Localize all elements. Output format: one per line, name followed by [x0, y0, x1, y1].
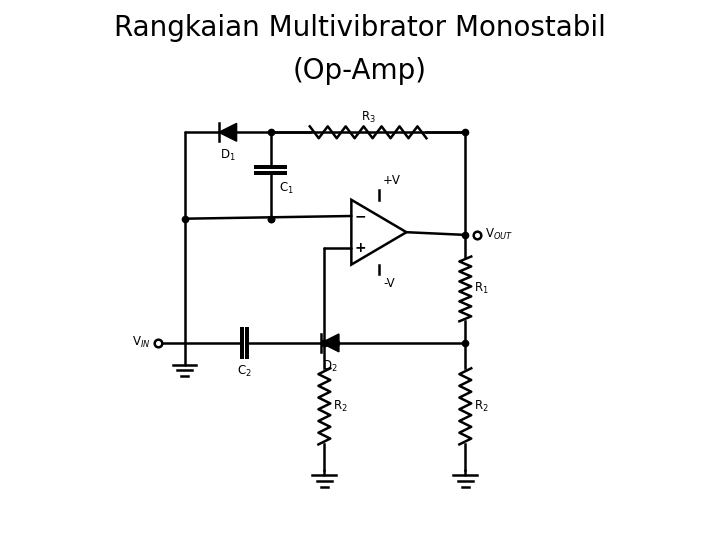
Text: R$_2$: R$_2$ [474, 399, 489, 414]
Text: (Op-Amp): (Op-Amp) [293, 57, 427, 85]
Text: -V: -V [383, 277, 395, 290]
Polygon shape [219, 124, 237, 141]
Text: +: + [354, 241, 366, 255]
Text: −: − [354, 209, 366, 223]
Text: +V: +V [383, 174, 401, 187]
Polygon shape [321, 334, 339, 352]
Text: V$_{OUT}$: V$_{OUT}$ [485, 227, 513, 242]
Text: Rangkaian Multivibrator Monostabil: Rangkaian Multivibrator Monostabil [114, 14, 606, 42]
Text: D$_1$: D$_1$ [220, 148, 235, 163]
Text: D$_2$: D$_2$ [323, 359, 338, 374]
Text: R$_2$: R$_2$ [333, 399, 348, 414]
Text: R$_3$: R$_3$ [361, 110, 376, 125]
Text: V$_{IN}$: V$_{IN}$ [132, 335, 151, 350]
Text: R$_1$: R$_1$ [474, 281, 489, 296]
Text: C$_2$: C$_2$ [237, 363, 252, 379]
Text: C$_1$: C$_1$ [279, 181, 294, 196]
